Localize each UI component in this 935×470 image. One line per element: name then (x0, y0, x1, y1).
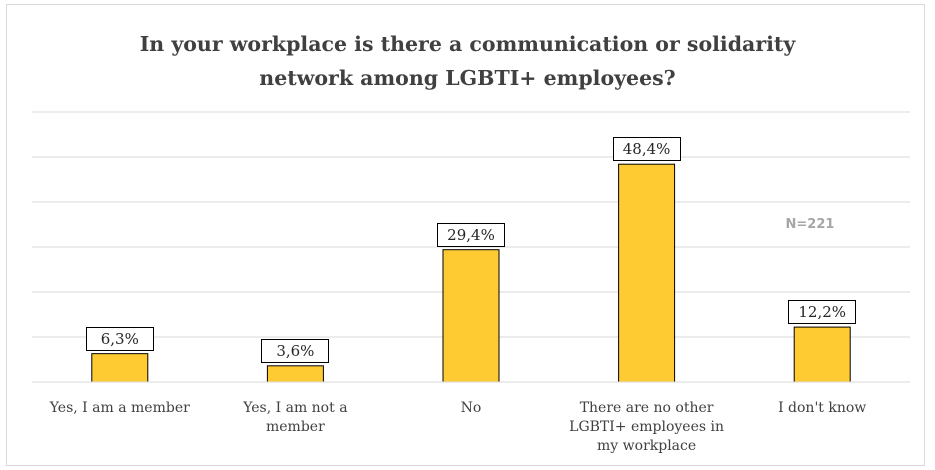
chart-title-line-2: network among LGBTI+ employees? (259, 66, 676, 90)
data-label: 6,3% (85, 326, 154, 351)
data-label: 29,4% (437, 222, 505, 247)
bar (442, 249, 500, 383)
category-tick-label-line: Yes, I am not a (243, 400, 348, 416)
data-label: 48,4% (612, 137, 681, 162)
category-tick-label-line: member (266, 419, 325, 435)
category-tick-label-line: my workplace (597, 438, 697, 454)
sample-size-annotation: N=221 (760, 214, 860, 236)
data-label: 12,2% (788, 300, 857, 325)
category-tick-label-line: No (460, 400, 482, 416)
category-tick-label-line: LGBTI+ employees in (569, 419, 725, 435)
data-label: 3,6% (261, 338, 330, 363)
category-tick-label-line: There are no other (579, 400, 714, 416)
chart-title-line-1: In your workplace is there a communicati… (139, 32, 796, 56)
category-tick-label: No (386, 399, 556, 418)
category-tick-label-line: I don't know (778, 400, 867, 416)
chart-title: In your workplace is there a communicati… (0, 27, 935, 95)
category-tick-label: Yes, I am a member (35, 399, 205, 418)
bar (793, 326, 851, 383)
category-tick-label: Yes, I am not a member (210, 399, 380, 437)
category-tick-label: There are no other LGBTI+ employees in my … (562, 399, 732, 456)
bar (91, 353, 149, 383)
bar (266, 365, 324, 383)
category-tick-label-line: Yes, I am a member (49, 400, 190, 416)
bar (618, 163, 676, 383)
category-tick-label: I don't know (737, 399, 907, 418)
